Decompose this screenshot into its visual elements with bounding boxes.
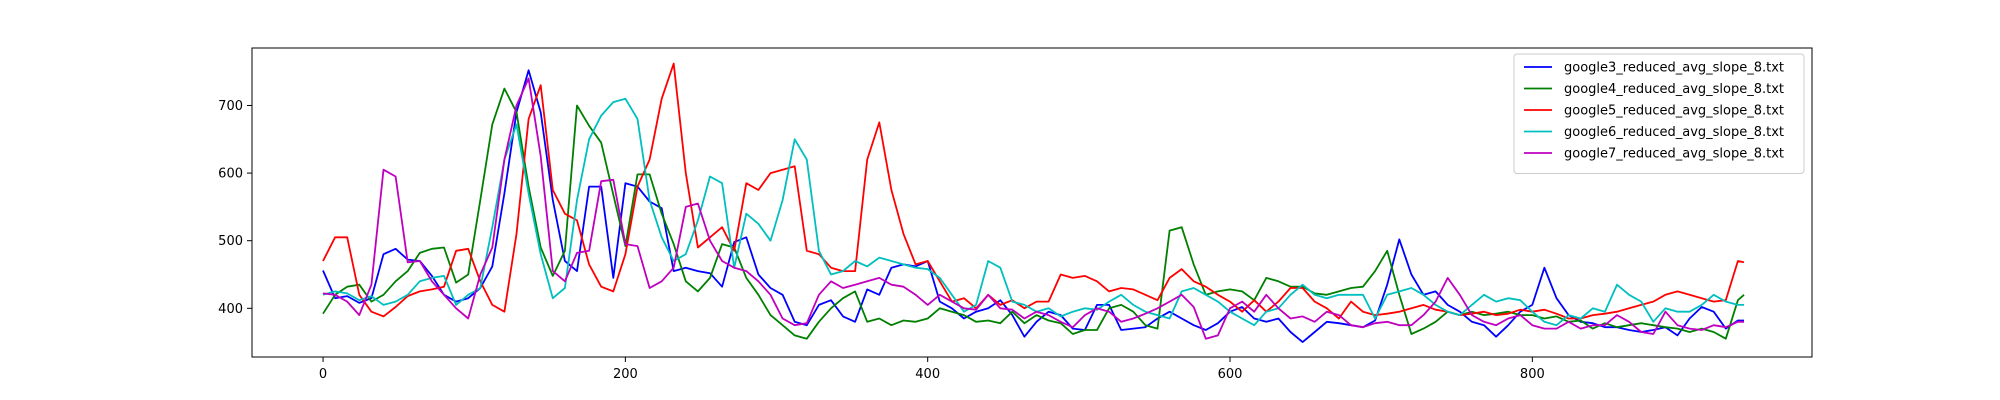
series-layer — [322, 62, 1745, 344]
legend-entry-label: google7_reduced_avg_slope_8.txt — [1564, 147, 1784, 162]
series-line-3 — [322, 69, 1744, 344]
x-axis: 0 200 400 600 800 — [319, 357, 1545, 382]
plot-frame — [251, 47, 1813, 358]
y-axis: 400 500 600 700 — [218, 99, 252, 317]
legend-entry-label: google4_reduced_avg_slope_8.txt — [1564, 82, 1784, 97]
x-tick-label: 400 — [915, 367, 940, 382]
x-tick-label: 0 — [319, 367, 327, 382]
legend-box — [1513, 53, 1805, 174]
x-tick-label: 200 — [613, 367, 638, 382]
legend: google3_reduced_avg_slope_8.txt google4_r… — [1513, 53, 1805, 174]
y-tick-label: 600 — [218, 167, 243, 182]
y-tick-label: 700 — [218, 99, 243, 114]
series-line-7 — [322, 77, 1744, 340]
y-tick-label: 500 — [218, 234, 243, 249]
legend-entry-label: google6_reduced_avg_slope_8.txt — [1564, 125, 1784, 140]
series-line-5 — [322, 62, 1745, 320]
y-tick-label: 400 — [218, 302, 243, 317]
legend-entry-label: google3_reduced_avg_slope_8.txt — [1564, 61, 1784, 76]
x-tick-label: 600 — [1218, 367, 1243, 382]
legend-entry-label: google5_reduced_avg_slope_8.txt — [1564, 104, 1784, 119]
x-tick-label: 800 — [1520, 367, 1545, 382]
